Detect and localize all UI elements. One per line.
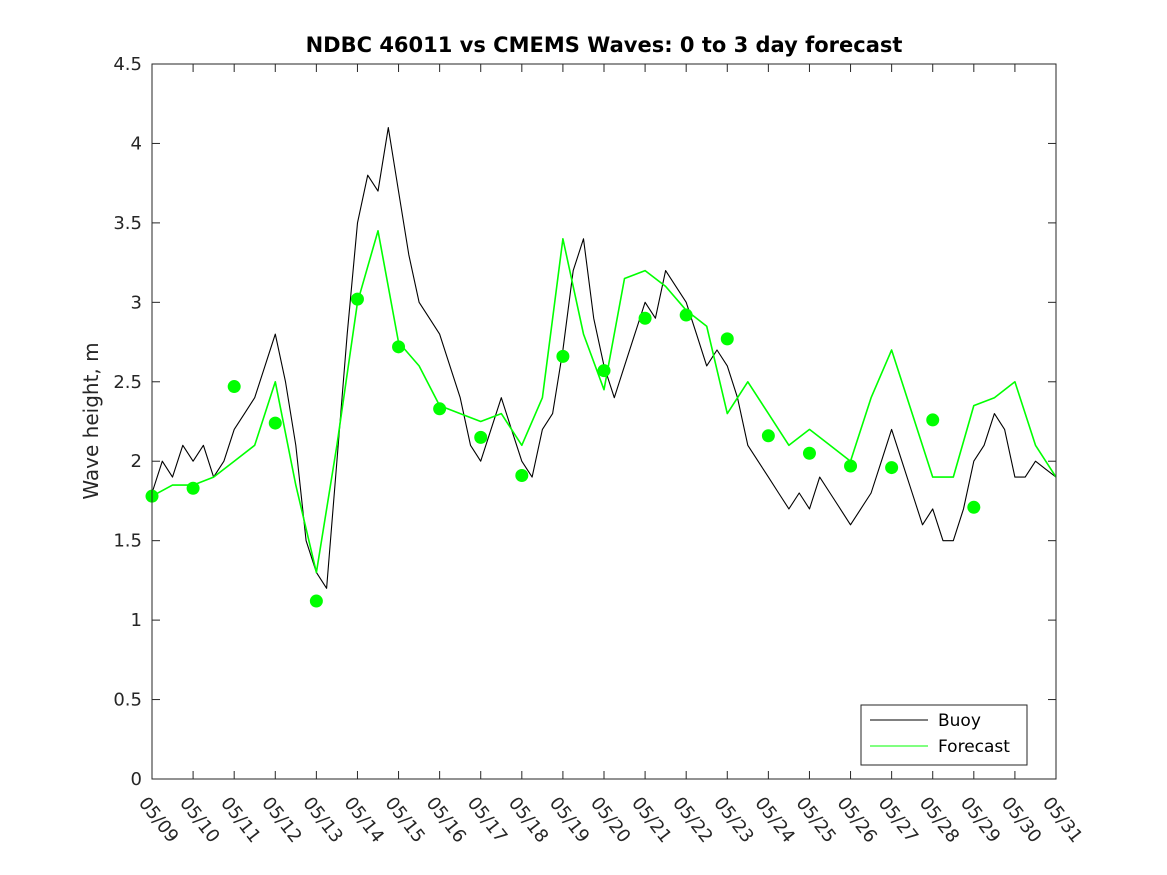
y-axis-ticks: 0 0.5 1 1.5 2 2.5 3 3.5 4 4.5 <box>113 54 1056 790</box>
forecast-point <box>309 594 323 608</box>
y-tick-label: 1.5 <box>113 531 142 552</box>
series-line-forecast <box>151 230 1057 574</box>
forecast-point <box>227 380 241 394</box>
y-tick-label: 4 <box>131 133 142 154</box>
plot-frame <box>151 63 1057 780</box>
forecast-point <box>433 402 447 416</box>
legend-box <box>860 704 1028 766</box>
y-tick-label: 0.5 <box>113 690 142 711</box>
y-tick-label: 3 <box>131 292 142 313</box>
y-tick-label: 0 <box>131 769 142 790</box>
forecast-point <box>556 349 570 363</box>
forecast-point <box>926 413 940 427</box>
forecast-point <box>844 459 858 473</box>
forecast-point <box>967 500 981 514</box>
y-tick-label: 2.5 <box>113 372 142 393</box>
legend: Buoy Forecast <box>860 704 1028 766</box>
forecast-point <box>268 416 282 430</box>
forecast-point <box>761 429 775 443</box>
forecast-point <box>350 292 364 306</box>
y-tick-label: 1 <box>131 610 142 631</box>
forecast-point <box>597 364 611 378</box>
y-tick-label: 2 <box>131 451 142 472</box>
forecast-point <box>638 311 652 325</box>
y-tick-label: 4.5 <box>113 54 142 75</box>
chart-title: NDBC 46011 vs CMEMS Waves: 0 to 3 day fo… <box>306 33 903 57</box>
legend-label-forecast: Forecast <box>938 737 1010 757</box>
forecast-point <box>474 430 488 444</box>
y-axis-label: Wave height, m <box>79 342 103 499</box>
forecast-point <box>802 446 816 460</box>
series-layer <box>145 127 1057 608</box>
forecast-point <box>186 481 200 495</box>
forecast-point <box>515 469 529 483</box>
forecast-point <box>720 332 734 346</box>
plot-area <box>152 64 1056 779</box>
legend-label-buoy: Buoy <box>938 711 981 731</box>
forecast-point <box>679 308 693 322</box>
forecast-point <box>885 461 899 475</box>
y-tick-label: 3.5 <box>113 213 142 234</box>
forecast-point <box>392 340 406 354</box>
